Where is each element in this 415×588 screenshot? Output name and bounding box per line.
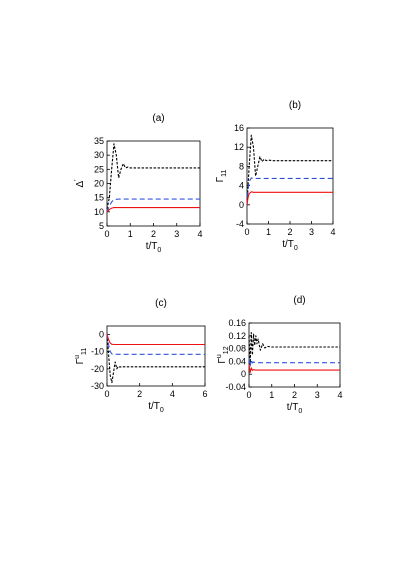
y-tick-label: -4 xyxy=(236,219,244,229)
y-tick-label: -0.04 xyxy=(225,382,246,392)
x-tick-label: 0 xyxy=(104,229,109,239)
x-tick-label: 2 xyxy=(137,389,142,399)
x-axis-label-subscript: 0 xyxy=(294,245,298,252)
x-tick-label: 0 xyxy=(244,227,249,237)
y-axis-label-base: Γ xyxy=(215,176,226,182)
y-axis-label-base: Δ xyxy=(75,181,86,188)
panel-label: (d) xyxy=(293,295,305,306)
series-line-solid xyxy=(106,334,205,346)
x-tick-label: 3 xyxy=(309,227,314,237)
panel-label: (b) xyxy=(289,100,301,111)
y-axis-label-base: Γ xyxy=(217,358,228,364)
x-tick-label: 3 xyxy=(315,390,320,400)
panel-label: (c) xyxy=(155,298,167,309)
y-tick-label: 0.04 xyxy=(228,356,246,366)
series-line-dashed xyxy=(246,177,333,205)
x-axis-label: t/T0 xyxy=(146,241,162,254)
y-tick-label: -20 xyxy=(91,364,104,374)
y-axis-label-subscript: 11 xyxy=(81,348,88,355)
panel-label: (a) xyxy=(152,113,164,124)
y-tick-label: 35 xyxy=(94,136,104,146)
y-tick-label: -30 xyxy=(91,381,104,391)
y-tick-label: 15 xyxy=(94,193,104,203)
series-line-dotted xyxy=(106,334,205,384)
y-tick-label: 0.12 xyxy=(228,331,246,341)
x-axis-label-base: t/T xyxy=(282,239,294,250)
series-line-solid xyxy=(106,207,200,213)
x-tick-label: 4 xyxy=(197,229,202,239)
y-axis-label-superscript: ' xyxy=(74,179,81,180)
y-tick-label: 30 xyxy=(94,150,104,160)
y-axis-label: Δ' xyxy=(74,179,86,187)
y-tick-label: 12 xyxy=(234,142,244,152)
y-tick-label: 20 xyxy=(94,179,104,189)
x-axis-label-subscript: 0 xyxy=(157,247,161,254)
x-tick-label: 6 xyxy=(202,389,207,399)
series-line-dotted xyxy=(246,134,333,205)
y-tick-label: 16 xyxy=(234,123,244,133)
x-tick-label: 4 xyxy=(330,227,335,237)
series-line-dashed xyxy=(106,198,200,213)
x-axis-label-base: t/T xyxy=(148,401,160,412)
x-tick-label: 2 xyxy=(287,227,292,237)
y-tick-label: 0 xyxy=(239,200,244,210)
series-line-solid xyxy=(248,364,340,374)
x-axis-label: t/T0 xyxy=(282,239,298,252)
y-tick-label: 8 xyxy=(239,161,244,171)
y-axis-label-subscript: 11 xyxy=(221,170,228,177)
y-axis-label: Γ11 xyxy=(215,170,228,183)
series-line-dotted xyxy=(106,143,200,210)
x-axis-label-subscript: 0 xyxy=(298,408,302,415)
x-tick-label: 1 xyxy=(128,229,133,239)
y-axis-label: Γu11 xyxy=(74,348,88,365)
y-axis-label-superscript: u xyxy=(74,355,81,359)
y-tick-label: 5 xyxy=(99,221,104,231)
y-tick-label: 0 xyxy=(241,369,246,379)
x-tick-label: 3 xyxy=(174,229,179,239)
plot-frame xyxy=(106,325,206,387)
series-line-solid xyxy=(246,191,333,205)
x-tick-label: 0 xyxy=(246,390,251,400)
y-tick-label: -10 xyxy=(91,347,104,357)
x-tick-label: 4 xyxy=(337,390,342,400)
y-tick-label: 0.16 xyxy=(228,318,246,328)
y-tick-label: 10 xyxy=(94,207,104,217)
series-line-dashed xyxy=(248,358,340,367)
y-axis-label-superscript: u xyxy=(216,354,223,358)
x-tick-label: 2 xyxy=(151,229,156,239)
x-axis-label: t/T0 xyxy=(148,401,164,414)
x-tick-label: 1 xyxy=(269,390,274,400)
y-axis-label-subscript: 12 xyxy=(223,346,230,354)
x-tick-label: 1 xyxy=(266,227,271,237)
y-axis-label: Γu12 xyxy=(216,346,230,363)
y-tick-label: 0.08 xyxy=(228,344,246,354)
x-tick-label: 4 xyxy=(170,389,175,399)
x-axis-label-base: t/T xyxy=(146,241,158,252)
x-axis-label-base: t/T xyxy=(287,402,299,413)
y-tick-label: 0 xyxy=(99,330,104,340)
y-tick-label: 25 xyxy=(94,164,104,174)
x-tick-label: 2 xyxy=(292,390,297,400)
y-tick-label: 4 xyxy=(239,181,244,191)
x-axis-label: t/T0 xyxy=(287,402,303,415)
y-axis-label-base: Γ xyxy=(75,358,86,364)
series-line-dotted xyxy=(248,332,340,366)
x-axis-label-subscript: 0 xyxy=(160,407,164,414)
x-tick-label: 0 xyxy=(104,389,109,399)
